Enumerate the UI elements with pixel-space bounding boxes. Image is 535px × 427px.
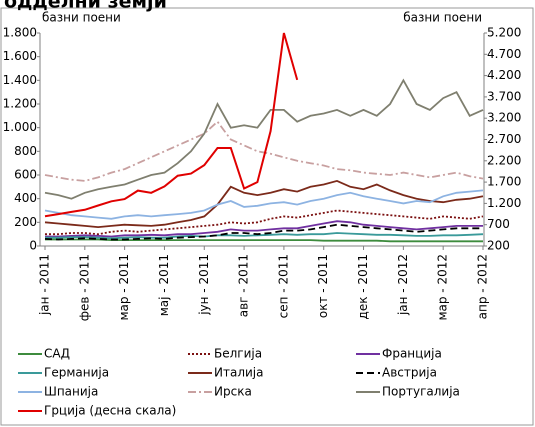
y2-tick-label: 700 bbox=[487, 217, 510, 231]
legend-label: Грција (десна скала) bbox=[44, 404, 176, 418]
legend-label: Австрија bbox=[382, 366, 437, 380]
series-line bbox=[45, 220, 483, 238]
series-line bbox=[44, 179, 484, 229]
legend-label: Франција bbox=[382, 347, 442, 361]
x-tick-label: дек - 2011 bbox=[356, 254, 370, 319]
y-axis-label: базни поени bbox=[42, 11, 121, 25]
y2-tick-label: 4.700 bbox=[487, 47, 521, 61]
y2-tick-label: 1.700 bbox=[487, 175, 521, 189]
y2-tick-label: 3.700 bbox=[487, 89, 521, 103]
x-tick-label: окт - 2011 bbox=[316, 254, 330, 318]
x-tick-label: сеп - 2011 bbox=[276, 254, 290, 318]
y2-tick-label: 3.200 bbox=[487, 111, 521, 125]
y2-tick-label: 4.200 bbox=[487, 68, 521, 82]
series-line bbox=[44, 223, 483, 241]
x-tick-label: мај - 2011 bbox=[157, 254, 171, 316]
x-tick-label: фев - 2011 bbox=[77, 254, 91, 321]
series-line bbox=[44, 32, 299, 218]
legend-label: Ирска bbox=[214, 385, 252, 399]
legend-label: Белгија bbox=[214, 347, 262, 361]
y2-tick-label: 1.200 bbox=[487, 196, 521, 210]
x-tick-label: авг - 2011 bbox=[237, 254, 251, 317]
y2-tick-label: 5.200 bbox=[487, 26, 521, 40]
y-tick-label: 1.200 bbox=[3, 97, 37, 111]
series-line bbox=[45, 238, 483, 243]
y2-tick-label: 2.200 bbox=[487, 153, 521, 167]
x-tick-label: јун - 2011 bbox=[197, 254, 211, 316]
y2-tick-label: 2.700 bbox=[487, 132, 521, 146]
y-tick-label: 1.400 bbox=[3, 73, 37, 87]
y-tick-label: 1.000 bbox=[3, 120, 37, 134]
y2-tick-label: 200 bbox=[487, 239, 510, 253]
series-line bbox=[45, 232, 484, 240]
x-tick-label: мар - 2011 bbox=[117, 254, 131, 321]
series-line bbox=[45, 209, 484, 236]
y2-axis-label: базни поени bbox=[403, 11, 482, 25]
legend-label: Португалија bbox=[382, 385, 460, 399]
legend-label: Шпанија bbox=[44, 385, 98, 399]
series-line bbox=[44, 120, 484, 182]
chart-title: одделни земји bbox=[4, 0, 167, 13]
y-tick-label: 400 bbox=[14, 191, 37, 205]
legend-label: Германија bbox=[44, 366, 109, 380]
x-tick-label: апр - 2012 bbox=[476, 254, 490, 319]
legend-label: САД bbox=[44, 347, 70, 361]
x-tick-label: јан - 2011 bbox=[38, 254, 52, 316]
y-tick-label: 800 bbox=[14, 144, 37, 158]
x-tick-label: јан - 2012 bbox=[396, 254, 410, 316]
y-tick-label: 1.600 bbox=[3, 49, 37, 63]
y-tick-label: 600 bbox=[14, 168, 37, 182]
y-tick-label: 1.800 bbox=[3, 26, 37, 40]
series-line bbox=[44, 189, 484, 220]
legend-label: Италија bbox=[214, 366, 263, 380]
x-tick-label: мар - 2012 bbox=[436, 254, 450, 321]
frame bbox=[0, 7, 534, 426]
series-line bbox=[44, 78, 484, 200]
y-tick-label: 0 bbox=[29, 239, 37, 253]
y-tick-label: 200 bbox=[14, 215, 37, 229]
